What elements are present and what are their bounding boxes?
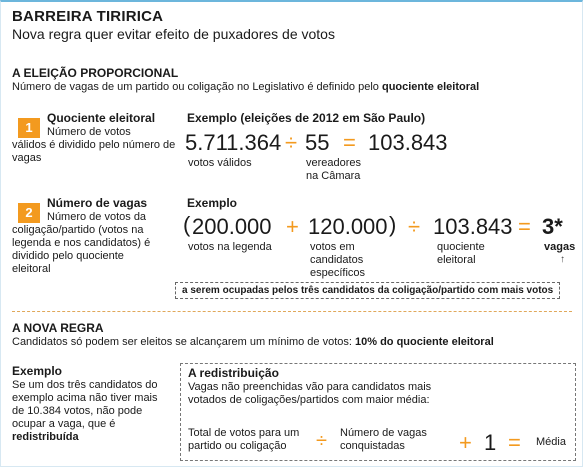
- equals-operator: =: [343, 130, 356, 155]
- step-1-body-b: válidos é dividido pelo número de vagas: [12, 139, 176, 164]
- page-title: BARREIRA TIRIRICA: [12, 8, 164, 25]
- equals-operator-3: =: [508, 430, 521, 455]
- up-arrow-icon: ↑: [560, 254, 565, 265]
- section-desc-emphasis: quociente eleitoral: [381, 81, 480, 93]
- step-2-body-a: Número de votos da: [47, 211, 147, 223]
- redistribution-term-votes: Total de votos para um partido ou coliga…: [188, 427, 300, 452]
- paren-open: (: [183, 212, 191, 237]
- divide-operator-3: ÷: [316, 430, 327, 452]
- plus-operator-2: +: [459, 430, 472, 455]
- step-1-caption-councillors: vereadores na Câmara: [306, 157, 362, 182]
- step-2-title: Número de vagas: [47, 196, 148, 210]
- step-1-body-a: Número de votos: [47, 126, 131, 138]
- step-2-example-title: Exemplo: [187, 196, 238, 210]
- step-2-party-votes: 200.000: [192, 214, 272, 239]
- step-1-example-title: Exemplo (eleições de 2012 em São Paulo): [187, 111, 426, 125]
- plus-operator: +: [286, 214, 299, 239]
- paren-close: ): [389, 212, 397, 237]
- step-1-badge: 1: [18, 118, 40, 138]
- new-rule-desc-text: Candidatos só podem ser eleitos se alcan…: [12, 336, 355, 348]
- step-1-caption-valid-votes: votos válidos: [188, 157, 252, 169]
- divide-operator: ÷: [285, 130, 298, 155]
- redistribution-term-seats: Número de vagas conquistadas: [340, 427, 427, 452]
- section-heading-new-rule: A NOVA REGRA: [12, 321, 104, 335]
- equals-operator-2: =: [518, 214, 531, 239]
- example-body: Se um dos três candidatos do exemplo aci…: [12, 379, 172, 444]
- example-body-text: Se um dos três candidatos do exemplo aci…: [12, 379, 158, 430]
- page-subtitle: Nova regra quer evitar efeito de puxador…: [12, 26, 335, 42]
- section-desc-proportional: Número de vagas de um partido ou coligaç…: [12, 81, 479, 93]
- redistribution-result: Média: [536, 436, 566, 448]
- example-body-emphasis: redistribuída: [12, 431, 79, 443]
- step-2-result-seats: 3*: [542, 214, 563, 239]
- new-rule-desc-emphasis: 10% do quociente eleitoral: [355, 336, 494, 348]
- redistribution-body: Vagas não preenchidas vão para candidato…: [188, 381, 432, 406]
- step-2-caption-party-votes: votos na legenda: [188, 241, 272, 253]
- divide-operator-2: ÷: [408, 214, 421, 239]
- step-1-quotient: 103.843: [368, 130, 448, 155]
- section-desc-text: Número de vagas de um partido ou coligaç…: [12, 81, 382, 93]
- seats-note: a serem ocupadas pelos três candidatos d…: [175, 282, 561, 299]
- step-1-seats: 55: [305, 130, 330, 155]
- redistribution-one: 1: [484, 430, 497, 455]
- redistribution-box: [180, 363, 576, 461]
- step-2-candidate-votes: 120.000: [308, 214, 388, 239]
- step-2-caption-candidate-votes: votos em candidatos específicos: [310, 241, 366, 279]
- section-divider: [12, 311, 572, 312]
- step-2-badge: 2: [18, 203, 40, 223]
- step-2-caption-quotient: quociente eleitoral: [437, 241, 485, 266]
- step-2-body-b: coligação/partido (votos na legenda e no…: [12, 224, 151, 275]
- step-2-caption-seats: vagas: [544, 241, 576, 253]
- section-heading-proportional: A ELEIÇÃO PROPORCIONAL: [12, 66, 179, 80]
- redistribution-title: A redistribuição: [188, 366, 279, 380]
- example-title: Exemplo: [12, 364, 63, 378]
- step-1-valid-votes: 5.711.364: [185, 130, 282, 155]
- step-2-quotient: 103.843: [433, 214, 513, 239]
- step-1-title: Quociente eleitoral: [47, 111, 156, 125]
- section-desc-new-rule: Candidatos só podem ser eleitos se alcan…: [12, 336, 494, 348]
